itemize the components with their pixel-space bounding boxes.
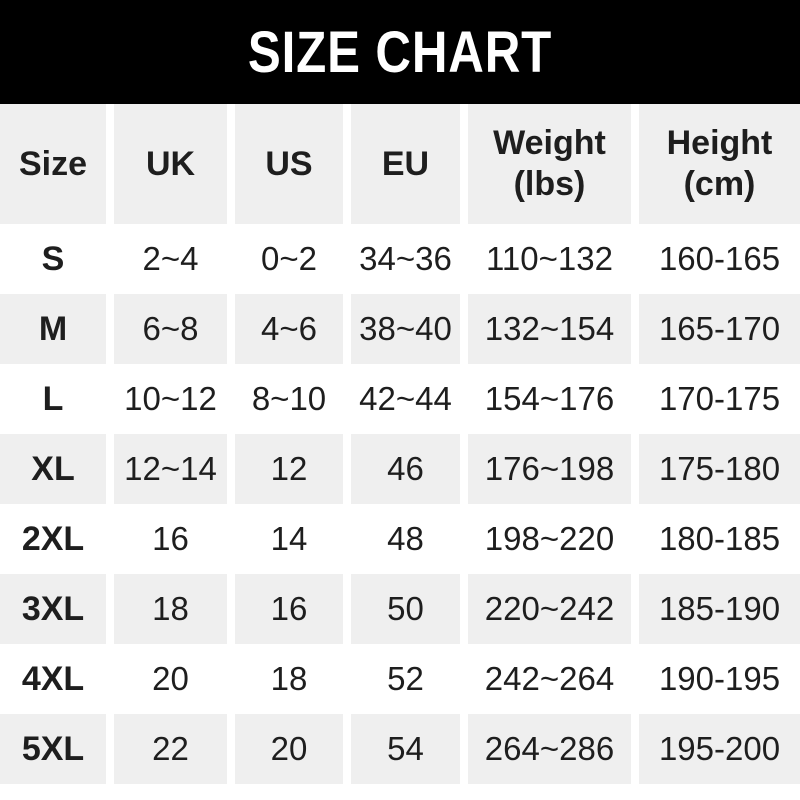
size-table: Size UK US EU Weight (lbs) Height (cm) S…	[0, 104, 800, 784]
table-cell: 46	[351, 434, 460, 504]
column-header-eu: EU	[351, 104, 460, 224]
table-cell: 20	[114, 644, 227, 714]
table-cell: 18	[114, 574, 227, 644]
row-size-label: 3XL	[0, 574, 106, 644]
table-cell: 2~4	[114, 224, 227, 294]
table-cell: 110~132	[468, 224, 631, 294]
table-cell: 175-180	[639, 434, 800, 504]
row-size-label: M	[0, 294, 106, 364]
table-cell: 14	[235, 504, 343, 574]
table-row: L 10~12 8~10 42~44 154~176 170-175	[0, 364, 800, 434]
row-size-label: 5XL	[0, 714, 106, 784]
table-cell: 34~36	[351, 224, 460, 294]
table-cell: 185-190	[639, 574, 800, 644]
table-cell: 50	[351, 574, 460, 644]
table-cell: 16	[114, 504, 227, 574]
table-cell: 12	[235, 434, 343, 504]
table-cell: 170-175	[639, 364, 800, 434]
table-row: M 6~8 4~6 38~40 132~154 165-170	[0, 294, 800, 364]
table-cell: 176~198	[468, 434, 631, 504]
table-row: 2XL 16 14 48 198~220 180-185	[0, 504, 800, 574]
table-cell: 22	[114, 714, 227, 784]
column-header-us: US	[235, 104, 343, 224]
table-header-row: Size UK US EU Weight (lbs) Height (cm)	[0, 104, 800, 224]
page-title: SIZE CHART	[247, 19, 553, 85]
table-cell: 132~154	[468, 294, 631, 364]
table-cell: 54	[351, 714, 460, 784]
table-cell: 4~6	[235, 294, 343, 364]
table-cell: 16	[235, 574, 343, 644]
column-header-height: Height (cm)	[639, 104, 800, 224]
table-cell: 165-170	[639, 294, 800, 364]
table-row: S 2~4 0~2 34~36 110~132 160-165	[0, 224, 800, 294]
table-cell: 20	[235, 714, 343, 784]
table-cell: 10~12	[114, 364, 227, 434]
table-cell: 180-185	[639, 504, 800, 574]
table-cell: 18	[235, 644, 343, 714]
table-row: 3XL 18 16 50 220~242 185-190	[0, 574, 800, 644]
row-size-label: 2XL	[0, 504, 106, 574]
column-header-size: Size	[0, 104, 106, 224]
row-size-label: S	[0, 224, 106, 294]
table-cell: 195-200	[639, 714, 800, 784]
table-cell: 0~2	[235, 224, 343, 294]
table-cell: 6~8	[114, 294, 227, 364]
table-body: S 2~4 0~2 34~36 110~132 160-165 M 6~8 4~6 38~40 13…	[0, 224, 800, 784]
table-cell: 242~264	[468, 644, 631, 714]
table-cell: 220~242	[468, 574, 631, 644]
table-cell: 8~10	[235, 364, 343, 434]
table-cell: 42~44	[351, 364, 460, 434]
table-cell: 154~176	[468, 364, 631, 434]
table-row: 5XL 22 20 54 264~286 195-200	[0, 714, 800, 784]
table-cell: 12~14	[114, 434, 227, 504]
column-header-uk: UK	[114, 104, 227, 224]
table-cell: 190-195	[639, 644, 800, 714]
row-size-label: L	[0, 364, 106, 434]
table-cell: 160-165	[639, 224, 800, 294]
row-size-label: 4XL	[0, 644, 106, 714]
table-cell: 52	[351, 644, 460, 714]
table-cell: 38~40	[351, 294, 460, 364]
title-bar: SIZE CHART	[0, 0, 800, 104]
column-header-weight: Weight (lbs)	[468, 104, 631, 224]
table-cell: 198~220	[468, 504, 631, 574]
table-cell: 264~286	[468, 714, 631, 784]
table-cell: 48	[351, 504, 460, 574]
row-size-label: XL	[0, 434, 106, 504]
table-row: XL 12~14 12 46 176~198 175-180	[0, 434, 800, 504]
table-row: 4XL 20 18 52 242~264 190-195	[0, 644, 800, 714]
